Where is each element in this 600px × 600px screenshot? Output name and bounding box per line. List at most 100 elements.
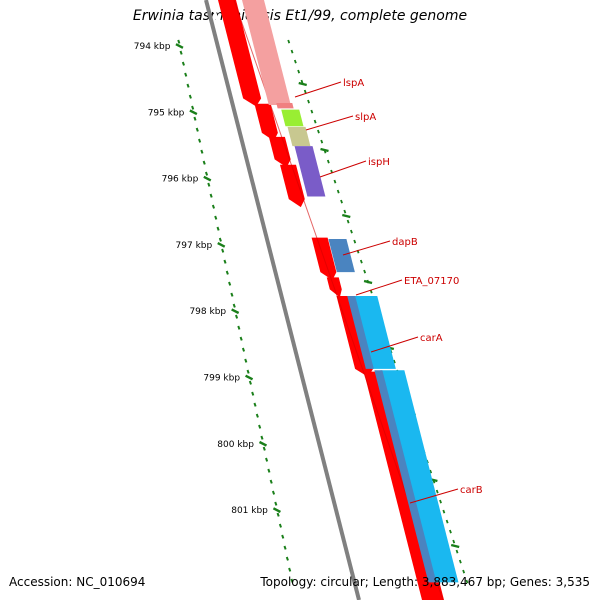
scale-dot <box>278 523 282 528</box>
scale-major-tick <box>175 43 184 49</box>
inner-scale-dot <box>452 539 456 544</box>
scale-dot <box>253 402 257 407</box>
inner-scale-dot <box>465 579 469 584</box>
scale-dot <box>214 215 218 220</box>
inner-scale-dot <box>313 119 317 124</box>
inner-scale-dot <box>340 199 343 204</box>
gene-upstream-tail <box>276 103 294 109</box>
scale-label: 801 kbp <box>231 506 268 516</box>
scale-dot <box>202 160 206 165</box>
scale-dot <box>283 545 287 550</box>
scale-dot <box>258 424 262 429</box>
inner-scale-dot <box>435 489 439 494</box>
scale-dot <box>267 468 271 473</box>
scale-dot <box>179 50 183 55</box>
scale-dot <box>225 270 229 275</box>
label-leader <box>294 81 342 98</box>
scale-major-tick <box>272 507 281 513</box>
feature-tracks <box>218 0 459 600</box>
scale-dot <box>255 413 259 418</box>
inner-scale-dot <box>287 39 291 44</box>
label-leader <box>355 279 403 296</box>
gene-carA-inner <box>347 295 374 369</box>
gene-label-slpA[interactable]: slpA <box>355 112 376 123</box>
scale-dot <box>241 347 246 352</box>
backbone <box>204 0 367 600</box>
inner-scale-dot <box>439 499 442 504</box>
cds-red <box>268 136 291 168</box>
backbone-gap <box>210 0 367 600</box>
scale-dot <box>195 127 199 132</box>
inner-scale-dot <box>455 549 459 554</box>
gene-upstream <box>242 0 291 106</box>
gene-label-dapB[interactable]: dapB <box>392 237 418 248</box>
gene-label-lspA[interactable]: lspA <box>343 78 364 89</box>
inner-scale-tick <box>450 543 460 549</box>
scale-major-tick <box>245 374 254 381</box>
scale-dot <box>235 314 239 319</box>
inner-scale-dot <box>359 259 363 264</box>
scale-dot <box>186 83 190 88</box>
gene-label-ETA_07170[interactable]: ETA_07170 <box>404 276 459 287</box>
scale-label: 798 kbp <box>189 307 226 317</box>
inner-scale-tick <box>341 213 351 219</box>
inner-scale-dot <box>346 219 350 224</box>
scale-dot <box>246 369 250 374</box>
gene-carB <box>380 370 459 583</box>
scale-dot <box>193 116 197 121</box>
scale-dot <box>211 204 215 209</box>
scale-dot <box>232 303 236 308</box>
scale-major-tick <box>217 242 226 248</box>
inner-scale-dot <box>336 189 340 194</box>
inner-scale-dot <box>449 529 452 534</box>
scale-dot <box>281 534 285 539</box>
scale-dot <box>262 446 266 451</box>
cds-red <box>254 103 278 141</box>
gene-label-carB[interactable]: carB <box>460 485 483 496</box>
scale-label: 796 kbp <box>162 175 199 185</box>
scale-major-tick <box>203 175 212 182</box>
scale-dot <box>209 193 213 198</box>
scale-dot <box>239 336 243 341</box>
scale-label: 800 kbp <box>217 440 254 450</box>
inner-scale-dot <box>442 509 446 514</box>
gene-dapB <box>328 238 355 273</box>
scale-major-tick <box>258 440 268 447</box>
label-leader <box>409 488 459 504</box>
gene-slpA <box>287 126 311 147</box>
gene-label-carA[interactable]: carA <box>420 333 443 344</box>
inner-scale-tick <box>363 279 373 285</box>
scale-dot <box>198 138 202 143</box>
inner-scale-dot <box>293 59 297 64</box>
inner-scale-dot <box>317 129 320 134</box>
scale-dot <box>223 259 227 264</box>
scale-dot <box>218 237 222 242</box>
inner-scale-dot <box>310 109 314 114</box>
scale-dot <box>184 72 188 77</box>
inner-scale-dot <box>392 359 396 364</box>
accession-text: Accession: NC_010694 <box>9 575 146 589</box>
scale-dot <box>216 226 220 231</box>
scale-dot <box>191 105 195 110</box>
scale-dot <box>274 501 278 506</box>
scale-dot <box>251 391 255 396</box>
genome-summary-text: Topology: circular; Length: 3,883,467 bp… <box>260 575 590 589</box>
inner-scale-dot <box>297 69 301 74</box>
scale-dot <box>269 479 273 484</box>
inner-scale-tick <box>320 147 329 153</box>
scale-dot <box>207 182 211 187</box>
label-leader <box>305 115 354 131</box>
inner-scale-dot <box>303 89 307 94</box>
inner-scale-dot <box>445 519 449 524</box>
scale-dot <box>276 512 280 517</box>
scale-dot <box>228 281 232 286</box>
backbone-line <box>204 0 361 600</box>
gene-label-ispH[interactable]: ispH <box>368 157 390 168</box>
inner-scale-dot <box>307 99 310 104</box>
scale-dot <box>177 39 181 44</box>
inner-scale-dot <box>462 569 466 574</box>
scale-dot <box>181 61 185 66</box>
label-leader <box>370 336 419 353</box>
